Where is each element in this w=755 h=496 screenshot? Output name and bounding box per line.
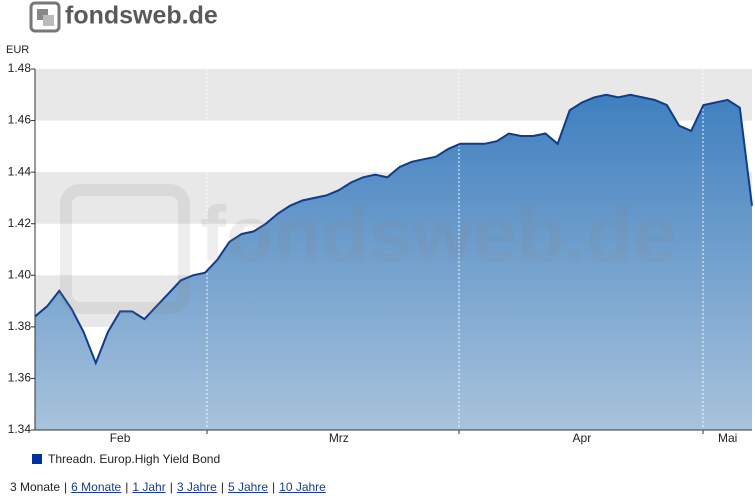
y-tick-label: 1.44 bbox=[8, 164, 32, 178]
legend-swatch bbox=[32, 454, 42, 464]
y-tick-label: 1.34 bbox=[8, 422, 32, 436]
period-link[interactable]: 6 Monate bbox=[71, 480, 122, 494]
y-tick-label: 1.42 bbox=[8, 216, 32, 230]
period-links: 3 Monate | 6 Monate | 1 Jahr | 3 Jahre | 5 Jahre… bbox=[10, 480, 326, 494]
period-link[interactable]: 1 Jahr bbox=[132, 480, 166, 494]
y-tick-label: 1.38 bbox=[8, 319, 32, 333]
x-tick-label: Mai bbox=[718, 431, 737, 445]
x-tick-label: Apr bbox=[573, 431, 592, 445]
period-link[interactable]: 5 Jahre bbox=[227, 480, 269, 494]
logo-icon-square bbox=[43, 15, 54, 26]
y-axis-label: EUR bbox=[6, 44, 29, 56]
y-tick-label: 1.46 bbox=[8, 113, 32, 127]
y-tick-label: 1.40 bbox=[8, 267, 32, 281]
y-tick-label: 1.48 bbox=[8, 61, 32, 75]
period-current: 3 Monate bbox=[10, 480, 61, 494]
x-tick-label: Mrz bbox=[329, 431, 349, 445]
separator: | bbox=[169, 480, 173, 494]
legend-label: Threadn. Europ.High Yield Bond bbox=[48, 452, 220, 466]
x-tick-label: Feb bbox=[110, 431, 131, 445]
separator: | bbox=[272, 480, 276, 494]
separator: | bbox=[64, 480, 68, 494]
separator: | bbox=[125, 480, 129, 494]
line bbox=[34, 93, 753, 366]
period-link[interactable]: 3 Jahre bbox=[176, 480, 217, 494]
y-tick-label: 1.36 bbox=[8, 371, 32, 385]
period-link[interactable]: 10 Jahre bbox=[279, 480, 326, 494]
area bbox=[35, 94, 752, 431]
watermark-icon bbox=[60, 184, 190, 314]
chart: fondsweb.de EUR fondsweb.de 1.34 1.36 1.38… bbox=[6, 1, 753, 466]
separator: | bbox=[220, 480, 224, 494]
logo: fondsweb.de bbox=[65, 2, 218, 30]
logo-icon-square bbox=[37, 9, 48, 20]
watermark: fondsweb.de bbox=[200, 190, 677, 278]
